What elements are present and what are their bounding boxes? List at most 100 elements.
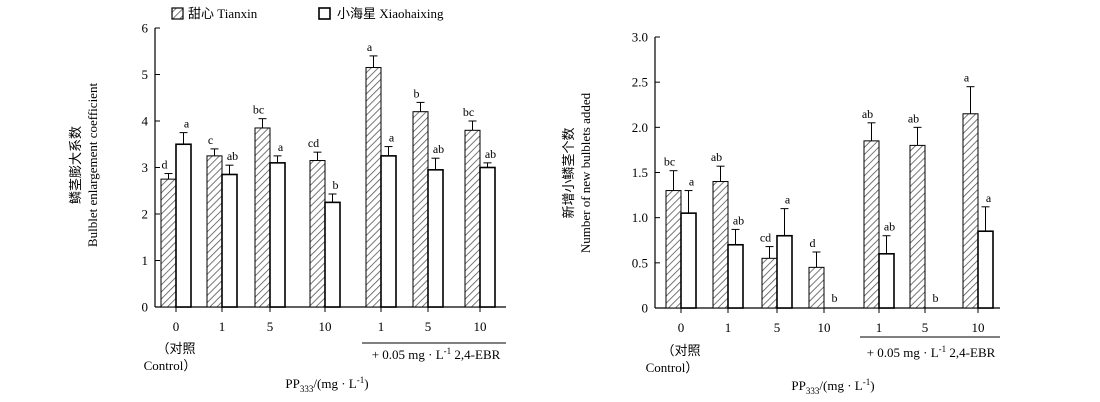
ebr-label-main: + 0.05 mg · L <box>867 345 939 360</box>
bar-tianxin <box>909 144 926 309</box>
legend: 甜心 Tianxin 小海星 Xiaohaixing <box>171 6 444 21</box>
ebr-label-after: 2,4-EBR <box>451 347 500 362</box>
x-tick-label: 1 <box>876 320 883 335</box>
ebr-label-sup: -1 <box>444 346 452 356</box>
bar-tianxin <box>464 129 481 308</box>
y-axis-title-cn: 新增小鳞茎个数 <box>561 127 576 218</box>
y-axis-title-en: Number of new bulblets added <box>578 92 593 253</box>
significance-letter: cd <box>760 231 771 245</box>
x-tick-label: 10 <box>972 320 985 335</box>
chart-right-group-labels: （对照 Control） + 0.05 mg · L-1 2,4-EBR PP3… <box>646 336 1000 396</box>
bar-xiaohaixing <box>175 143 192 308</box>
y-tick-label: 1 <box>142 253 149 268</box>
bar-xiaohaixing <box>680 212 697 309</box>
chart-right: 00.51.01.52.02.53.00bca1abab5cda10db1aba… <box>632 30 1000 335</box>
x-title-unit-end: ) <box>870 378 874 393</box>
x-tick-label: 10 <box>818 320 831 335</box>
bar-tianxin <box>160 178 177 308</box>
x-title-main: PP <box>791 378 805 393</box>
bar-tianxin <box>365 67 382 308</box>
y-tick-label: 1.0 <box>632 210 648 225</box>
control-label-2: Control） <box>646 360 699 375</box>
x-tick-label: 0 <box>678 320 685 335</box>
bar-xiaohaixing <box>269 162 286 308</box>
y-axis-title-cn: 鳞茎膨大系数 <box>68 126 83 204</box>
bar-xiaohaixing <box>727 243 744 309</box>
bar-tianxin <box>712 181 729 309</box>
bar-tianxin <box>309 160 326 308</box>
control-label: （对照 <box>661 343 700 358</box>
significance-letter: ab <box>908 111 919 125</box>
y-tick-label: 0 <box>142 300 149 315</box>
significance-letter: bc <box>664 155 675 169</box>
significance-letter: d <box>810 236 816 250</box>
x-tick-label: 10 <box>319 319 332 334</box>
chart-right-y-title: 新增小鳞茎个数 Number of new bulblets added <box>561 92 593 253</box>
bar-xiaohaixing <box>324 201 341 308</box>
bar-xiaohaixing <box>479 166 496 308</box>
chart-left-y-title: 鳞茎膨大系数 Bulblet enlargement coefficient <box>68 83 100 248</box>
legend-swatch-open <box>318 7 331 20</box>
significance-letter: a <box>964 71 970 85</box>
significance-letter: c <box>208 133 213 147</box>
x-title-main: PP <box>285 376 299 391</box>
significance-letter: ab <box>433 142 444 156</box>
ebr-label-main: + 0.05 mg · L <box>372 347 444 362</box>
significance-letter: bc <box>463 105 474 119</box>
chart-left-group-labels: （对照 Control） + 0.05 mg · L-1 2,4-EBR PP3… <box>144 341 506 394</box>
significance-letter: d <box>162 158 168 172</box>
significance-letter: b <box>333 178 339 192</box>
x-title-unit: /(mg · L <box>819 378 862 393</box>
significance-letter: ab <box>485 147 496 161</box>
significance-letter: a <box>367 40 373 54</box>
bar-tianxin <box>808 266 825 309</box>
x-title-unit-sup: -1 <box>357 375 365 385</box>
y-tick-label: 3 <box>142 160 149 175</box>
significance-letter: a <box>278 140 284 154</box>
x-tick-label: 1 <box>219 319 226 334</box>
x-title-sub: 333 <box>806 386 820 396</box>
bar-xiaohaixing <box>380 155 397 308</box>
significance-letter: cd <box>308 136 319 150</box>
bar-tianxin <box>863 140 880 309</box>
x-tick-label: 5 <box>774 320 781 335</box>
ebr-label: + 0.05 mg · L-1 2,4-EBR <box>372 346 501 362</box>
x-tick-label: 5 <box>267 319 274 334</box>
bar-xiaohaixing <box>427 169 444 308</box>
bar-tianxin <box>761 257 778 309</box>
bar-xiaohaixing <box>878 253 895 309</box>
bar-tianxin <box>665 190 682 309</box>
legend-label: 小海星 Xiaohaixing <box>337 6 444 21</box>
x-title-unit-end: ) <box>364 376 368 391</box>
significance-letter: b <box>414 86 420 100</box>
y-tick-label: 2.0 <box>632 120 648 135</box>
x-axis-title: PP333/(mg · L-1) <box>285 375 368 394</box>
x-tick-label: 5 <box>922 320 929 335</box>
bar-tianxin <box>962 113 979 309</box>
y-tick-label: 3.0 <box>632 30 648 45</box>
x-title-unit: /(mg · L <box>313 376 356 391</box>
y-tick-label: 2 <box>142 207 149 222</box>
y-tick-label: 1.5 <box>632 165 648 180</box>
significance-letter: ab <box>884 220 895 234</box>
x-tick-label: 10 <box>474 319 487 334</box>
bar-xiaohaixing <box>977 230 994 309</box>
bar-tianxin <box>254 127 271 308</box>
x-axis-title: PP333/(mg · L-1) <box>791 377 874 396</box>
significance-letter: a <box>785 193 791 207</box>
x-title-unit-sup: -1 <box>863 377 871 387</box>
significance-letter: ab <box>227 149 238 163</box>
significance-letter: a <box>986 191 992 205</box>
significance-letter: a <box>184 117 190 131</box>
control-label-2: Control） <box>144 358 197 373</box>
control-label: （对照 <box>156 341 195 356</box>
significance-letter: b <box>832 291 838 305</box>
ebr-label-sup: -1 <box>939 344 947 354</box>
y-tick-label: 4 <box>142 114 149 129</box>
legend-label: 甜心 Tianxin <box>188 6 258 21</box>
y-tick-label: 0 <box>642 301 649 316</box>
y-tick-label: 0.5 <box>632 255 648 270</box>
legend-swatch-hatch <box>171 7 184 20</box>
